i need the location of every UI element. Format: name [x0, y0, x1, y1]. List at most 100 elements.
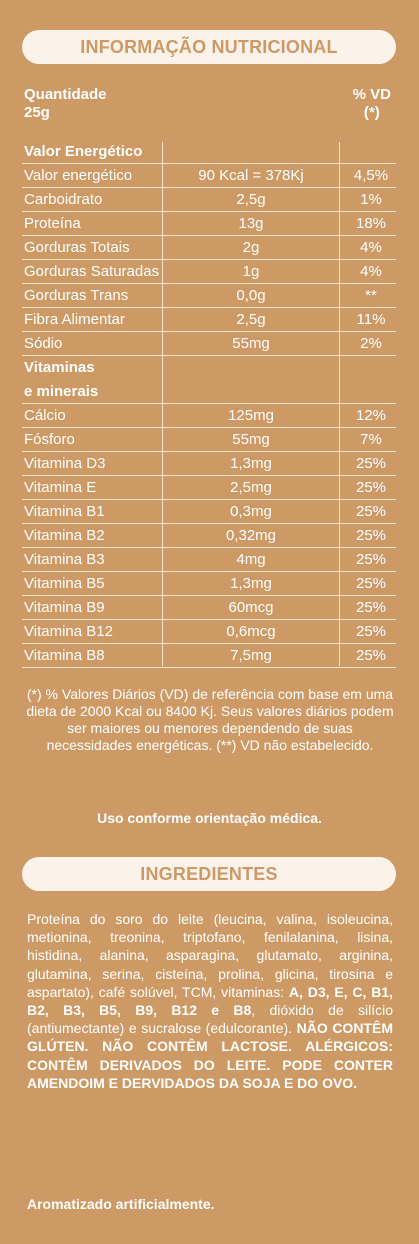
nutrient-name: Vitamina B8	[24, 647, 105, 664]
ingredients-list: Proteína do soro do leite (leucina, vali…	[27, 911, 393, 1000]
column-divider	[339, 142, 340, 666]
table-row: Vitamina D3 1,3mg 25%	[0, 452, 419, 476]
serving-header: Quantidade 25g	[24, 86, 107, 122]
nutrient-vd: 1%	[360, 191, 382, 208]
nutrient-amount: 1g	[242, 263, 260, 280]
ingredients-text: Proteína do soro do leite (leucina, vali…	[27, 910, 393, 1092]
nutrient-vd: 25%	[355, 527, 387, 544]
nutrient-vd: 11%	[356, 311, 386, 328]
vd-footnote-mark: (*)	[363, 104, 380, 121]
nutrient-vd: 12%	[355, 407, 387, 424]
row-divider	[22, 307, 396, 308]
nutrient-name: Gorduras Saturadas	[24, 263, 160, 280]
row-divider	[22, 643, 396, 644]
ingredients-list-cont: , dióxido de silício (antiumectante) e s…	[27, 1002, 393, 1037]
nutrient-amount: 2,5mg	[230, 479, 272, 496]
table-row: Valor energético 90 Kcal = 378Kj 4,5%	[0, 164, 419, 188]
nutrition-title-pill: INFORMAÇÃO NUTRICIONAL	[22, 30, 396, 64]
row-divider	[22, 259, 396, 260]
nutrient-name: Vitamina B1	[24, 503, 105, 520]
table-row: Vitamina B9 60mcg 25%	[0, 596, 419, 620]
nutrient-vd: 25%	[355, 551, 387, 568]
table-row: Vitamina B2 0,32mg 25%	[0, 524, 419, 548]
row-divider	[22, 331, 396, 332]
nutrient-name: Valor energético	[24, 167, 133, 184]
row-divider	[22, 451, 396, 452]
nutrient-vd: 4%	[360, 239, 382, 256]
row-divider	[22, 571, 396, 572]
table-row: Gorduras Totais 2g 4%	[0, 236, 419, 260]
nutrient-amount: 2g	[242, 239, 260, 256]
table-row: Proteína 13g 18%	[0, 212, 419, 236]
nutrient-vd: **	[365, 287, 377, 304]
nutrient-name: Vitamina B2	[24, 527, 105, 544]
row-divider	[22, 595, 396, 596]
nutrient-vd: 4,5%	[353, 167, 389, 184]
nutrient-vd: 2%	[360, 335, 382, 352]
row-divider	[22, 187, 396, 188]
nutrient-amount: 55mg	[232, 431, 270, 448]
table-row: Vitamina B5 1,3mg 25%	[0, 572, 419, 596]
table-row: Sódio 55mg 2%	[0, 332, 419, 356]
nutrient-amount: 7,5mg	[230, 647, 272, 664]
nutrient-vd: 7%	[360, 431, 382, 448]
serving-label: Quantidade	[24, 86, 107, 103]
nutrient-name: Vitamina E	[24, 479, 97, 496]
nutrient-amount: 0,6mcg	[226, 623, 276, 640]
nutrient-amount: 60mcg	[228, 599, 274, 616]
nutrient-amount: 2,5g	[236, 191, 266, 208]
table-row: Fibra Alimentar 2,5g 11%	[0, 308, 419, 332]
row-divider	[22, 235, 396, 236]
vd-footnote: (*) % Valores Diários (VD) de referência…	[26, 686, 394, 753]
nutrient-vd: 25%	[355, 503, 387, 520]
ingredients-title: INGREDIENTES	[140, 863, 278, 884]
allergen-warning: NÃO CONTÊM GLÚTEN. NÃO CONTÊM LACTOSE. A…	[27, 1020, 393, 1091]
table-row: Vitamina B1 0,3mg 25%	[0, 500, 419, 524]
table-row: Valor Energético	[0, 140, 419, 164]
table-row: Gorduras Trans 0,0g **	[0, 284, 419, 308]
row-divider	[22, 283, 396, 284]
nutrient-name: Gorduras Trans	[24, 287, 129, 304]
nutrient-name: Vitamina B12	[24, 623, 113, 640]
nutrient-amount: 4mg	[236, 551, 266, 568]
table-row: Vitaminas	[0, 356, 419, 380]
nutrient-amount: 1,3mg	[230, 455, 272, 472]
table-row: Cálcio 125mg 12%	[0, 404, 419, 428]
table-row: e minerais	[0, 380, 419, 404]
nutrient-name: Vitamina D3	[24, 455, 106, 472]
table-row: Vitamina E 2,5mg 25%	[0, 476, 419, 500]
row-divider	[22, 355, 396, 356]
nutrient-name: Cálcio	[24, 407, 66, 424]
nutrient-name: Vitamina B3	[24, 551, 105, 568]
nutrient-amount: 55mg	[232, 335, 270, 352]
row-divider	[22, 475, 396, 476]
nutrient-name: Sódio	[24, 335, 63, 352]
nutrient-vd: 25%	[355, 599, 387, 616]
nutrient-name: Gorduras Totais	[24, 239, 130, 256]
table-row: Carboidrato 2,5g 1%	[0, 188, 419, 212]
table-row: Vitamina B8 7,5mg 25%	[0, 644, 419, 668]
nutrient-vd: 4%	[360, 263, 382, 280]
nutrient-amount: 0,3mg	[230, 503, 272, 520]
ingredients-title-pill: INGREDIENTES	[22, 857, 396, 891]
nutrient-vd: 25%	[355, 647, 387, 664]
nutrient-name: Fósforo	[24, 431, 75, 448]
row-divider	[22, 619, 396, 620]
nutrient-name: Vitamina B5	[24, 575, 105, 592]
nutrient-vd: 25%	[355, 455, 387, 472]
table-row: Vitamina B12 0,6mcg 25%	[0, 620, 419, 644]
nutrient-vd: 18%	[355, 215, 387, 232]
column-divider	[162, 142, 163, 666]
nutrient-amount: 2,5g	[236, 311, 266, 328]
nutrient-name: Proteína	[24, 215, 81, 232]
nutrient-amount: 90 Kcal = 378Kj	[198, 167, 304, 184]
nutrient-name: Carboidrato	[24, 191, 103, 208]
vd-label: % VD	[352, 86, 391, 103]
usage-note: Uso conforme orientação médica.	[97, 810, 322, 826]
table-row: Vitamina B3 4mg 25%	[0, 548, 419, 572]
nutrient-name: Valor Energético	[24, 143, 143, 160]
nutrient-vd: 25%	[355, 575, 387, 592]
nutrient-amount: 0,0g	[236, 287, 266, 304]
table-row: Gorduras Saturadas 1g 4%	[0, 260, 419, 284]
nutrient-name: Vitamina B9	[24, 599, 105, 616]
